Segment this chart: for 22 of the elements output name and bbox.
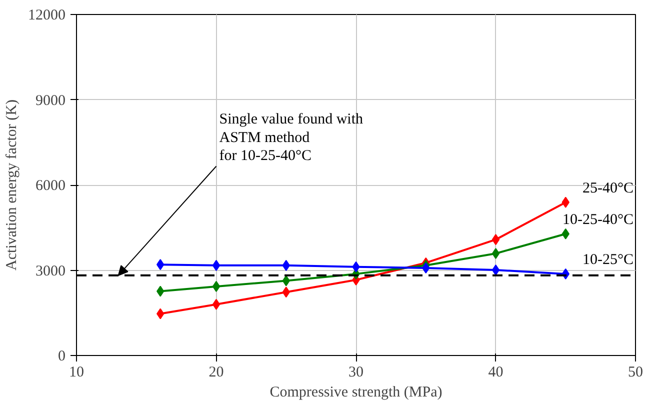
x-tick-label: 40 (488, 364, 504, 380)
series-label: 10-25°C (582, 252, 634, 268)
point (492, 264, 500, 276)
y-tick-label: 3000 (36, 263, 66, 280)
point (212, 298, 220, 310)
y-tick-label: 0 (58, 348, 66, 364)
point (212, 280, 220, 292)
y-tick-label: 6000 (36, 178, 66, 194)
x-axis-title: Compressive strength (MPa) (270, 384, 442, 400)
x-tick-label: 30 (348, 364, 364, 380)
series-label: 10-25-40°C (562, 212, 634, 228)
x-tick-label: 10 (69, 364, 84, 380)
x-tick-label: 50 (628, 364, 643, 380)
y-tick-label: 12000 (28, 8, 66, 24)
x-tick-label: 20 (208, 364, 224, 380)
y-tick-label: 9000 (36, 92, 66, 109)
y-axis-title: Activation energy factor (K) (4, 100, 20, 270)
series-label: 25-40°C (582, 180, 634, 196)
point (492, 234, 500, 246)
point (492, 248, 500, 259)
annotation: Single value found with ASTM method for 10-25-40°C (219, 111, 364, 164)
point (212, 260, 220, 271)
